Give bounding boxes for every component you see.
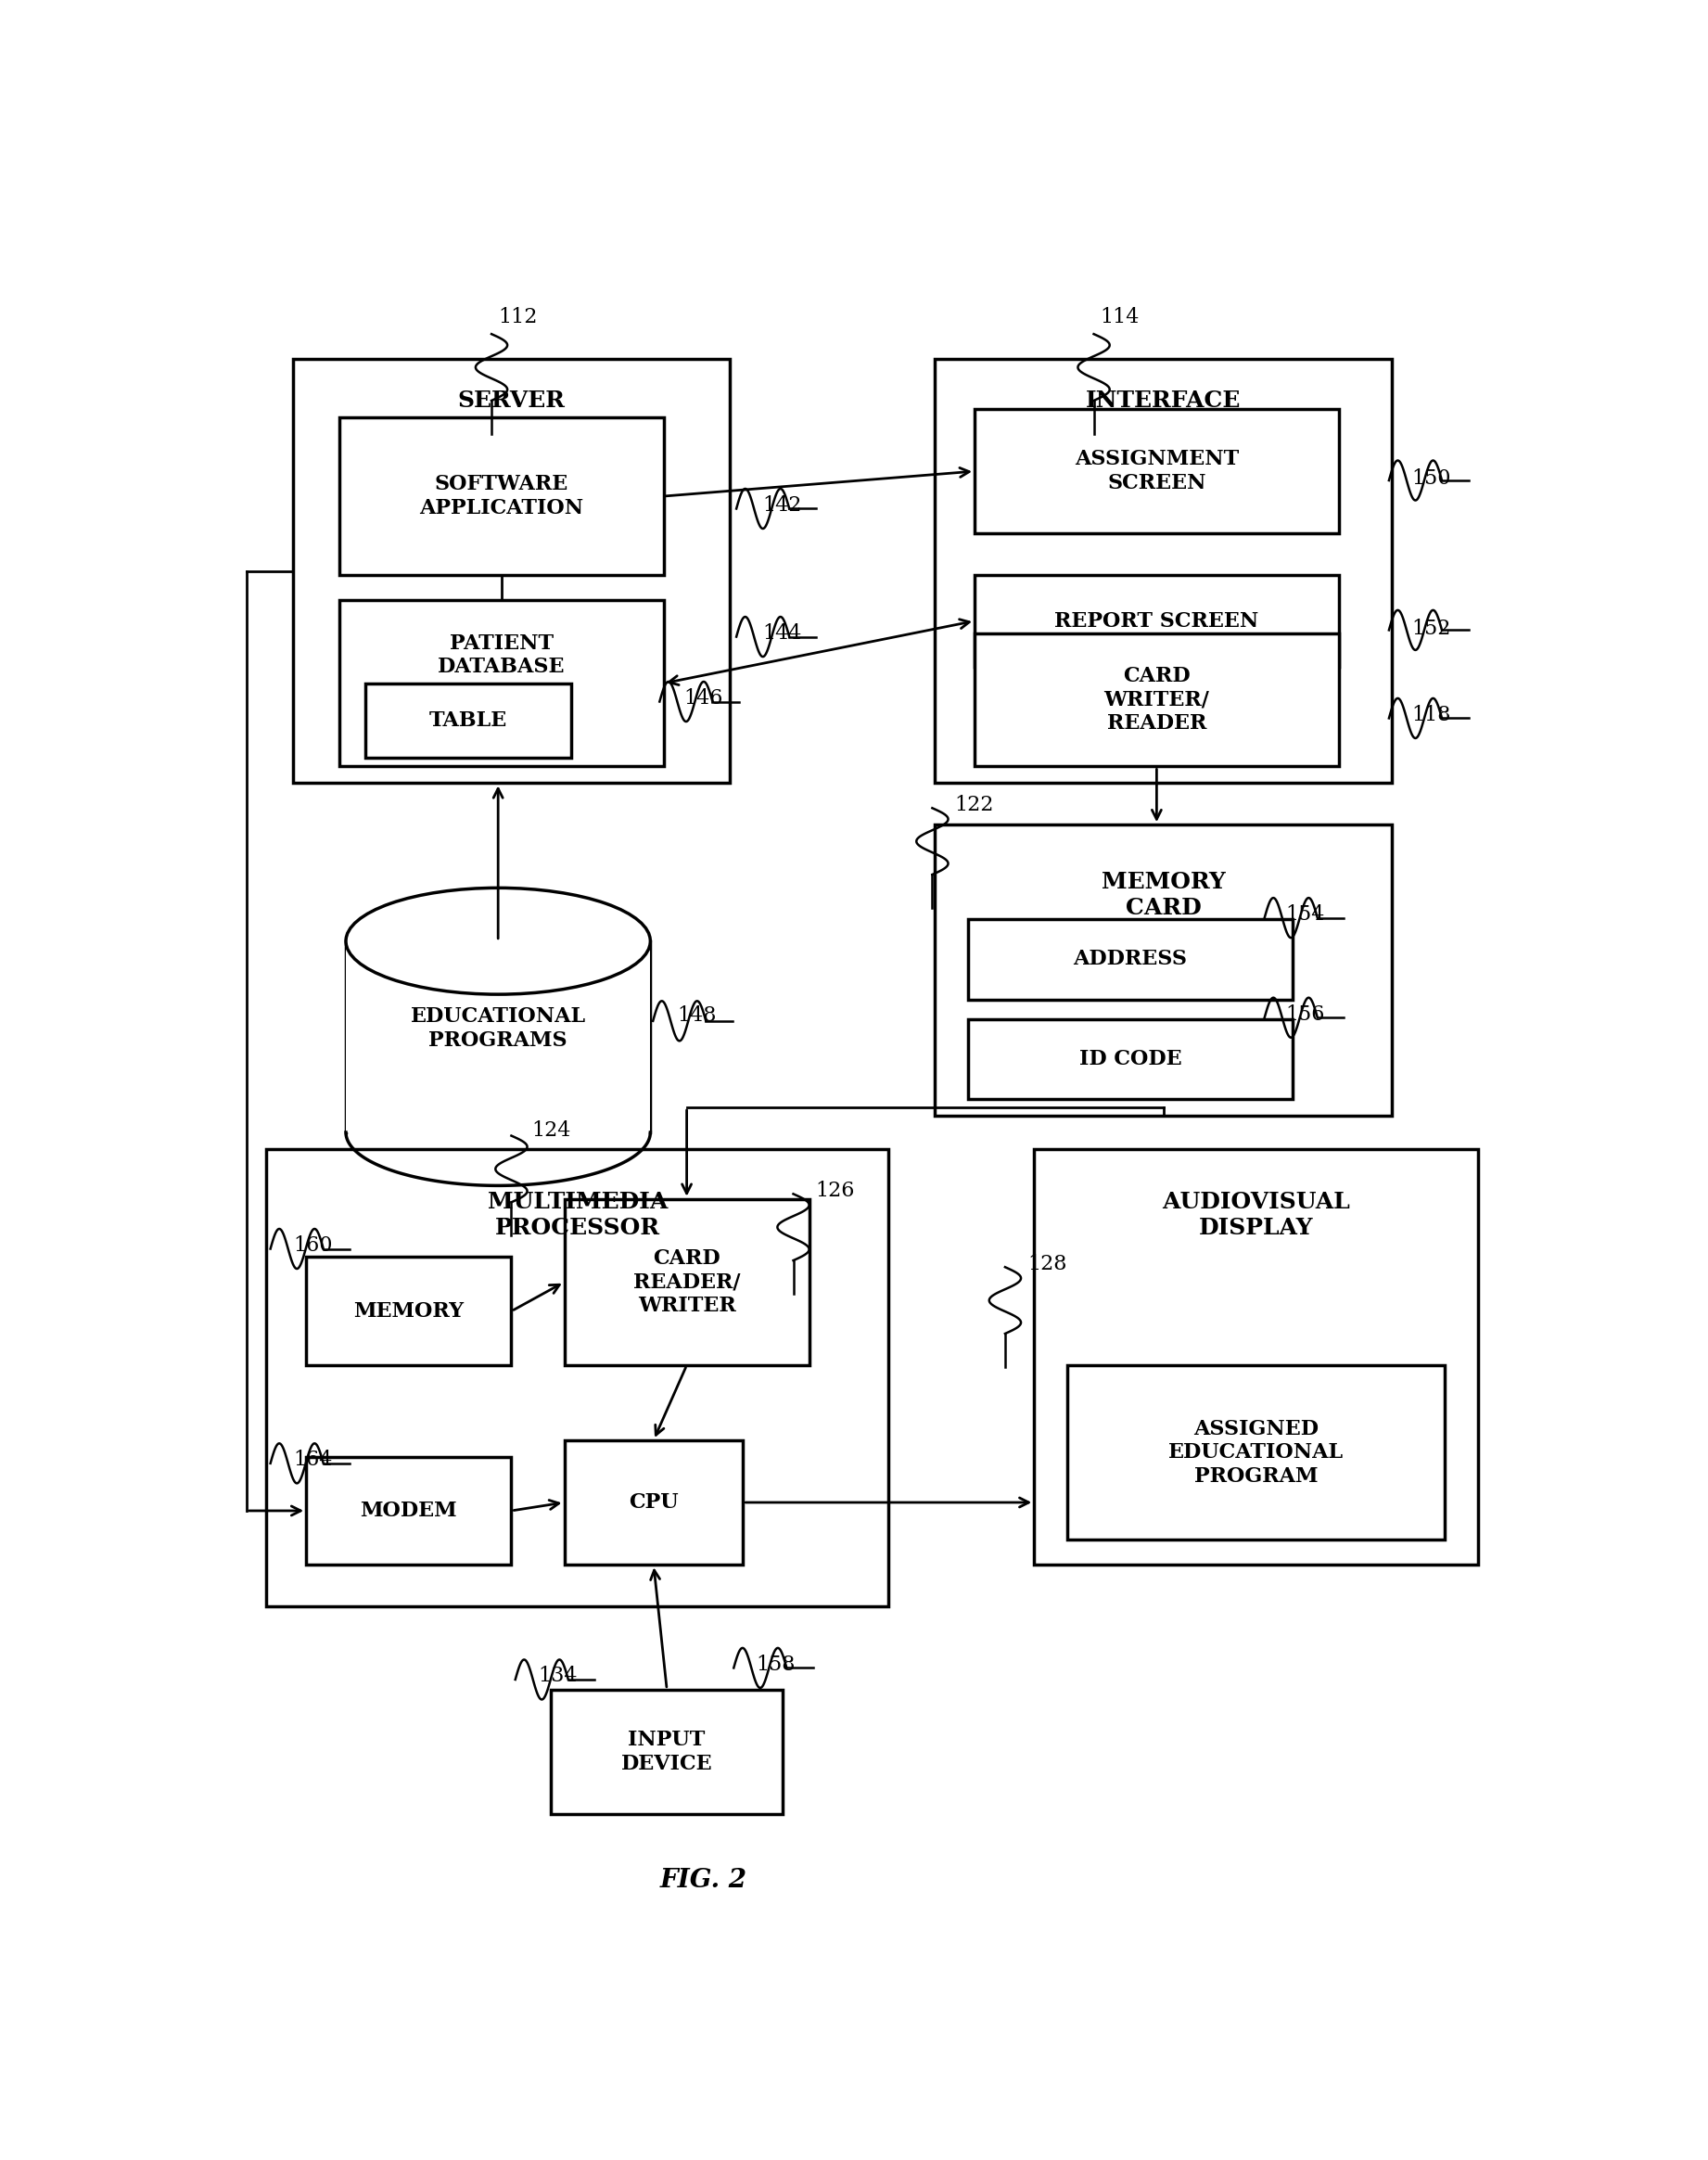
Text: 112: 112 bbox=[499, 307, 538, 328]
Bar bbox=[266, 1149, 888, 1607]
Polygon shape bbox=[345, 942, 651, 1132]
Text: 144: 144 bbox=[763, 624, 803, 644]
Bar bbox=[294, 359, 729, 784]
Text: MEMORY
CARD: MEMORY CARD bbox=[1102, 870, 1225, 920]
Text: 134: 134 bbox=[538, 1665, 577, 1687]
Text: 124: 124 bbox=[531, 1121, 570, 1140]
Bar bbox=[1033, 1149, 1477, 1564]
Bar bbox=[934, 359, 1392, 784]
Bar bbox=[968, 920, 1293, 1000]
Text: ID CODE: ID CODE bbox=[1079, 1050, 1182, 1069]
Text: 122: 122 bbox=[955, 795, 994, 814]
Text: 142: 142 bbox=[763, 495, 803, 516]
Text: REPORT SCREEN: REPORT SCREEN bbox=[1054, 611, 1259, 631]
Bar bbox=[366, 683, 570, 758]
Text: SOFTWARE
APPLICATION: SOFTWARE APPLICATION bbox=[418, 475, 584, 518]
Bar bbox=[564, 1441, 743, 1564]
Text: 150: 150 bbox=[1411, 469, 1450, 488]
Text: INPUT
DEVICE: INPUT DEVICE bbox=[622, 1730, 712, 1773]
Text: 164: 164 bbox=[294, 1449, 333, 1471]
Text: 156: 156 bbox=[1286, 1004, 1325, 1024]
Bar bbox=[340, 417, 663, 575]
Bar bbox=[552, 1689, 782, 1814]
Text: 118: 118 bbox=[1411, 704, 1450, 726]
Bar bbox=[564, 1199, 810, 1365]
Bar bbox=[975, 408, 1339, 534]
Text: CPU: CPU bbox=[629, 1493, 678, 1512]
Bar bbox=[1068, 1365, 1445, 1540]
Bar bbox=[340, 600, 663, 767]
Text: SERVER: SERVER bbox=[458, 389, 565, 413]
Text: CARD
READER/
WRITER: CARD READER/ WRITER bbox=[634, 1248, 740, 1315]
Text: 158: 158 bbox=[757, 1655, 796, 1674]
Text: AUDIOVISUAL
DISPLAY: AUDIOVISUAL DISPLAY bbox=[1161, 1190, 1349, 1238]
Text: 126: 126 bbox=[816, 1179, 856, 1201]
Text: 152: 152 bbox=[1411, 618, 1450, 639]
Text: EDUCATIONAL
PROGRAMS: EDUCATIONAL PROGRAMS bbox=[410, 1007, 586, 1050]
Text: ASSIGNED
EDUCATIONAL
PROGRAM: ASSIGNED EDUCATIONAL PROGRAM bbox=[1168, 1419, 1344, 1486]
Bar bbox=[306, 1257, 511, 1365]
Text: MEMORY: MEMORY bbox=[354, 1300, 465, 1322]
Text: MULTIMEDIA
PROCESSOR: MULTIMEDIA PROCESSOR bbox=[487, 1190, 668, 1238]
Text: ADDRESS: ADDRESS bbox=[1073, 948, 1187, 970]
Text: FIG. 2: FIG. 2 bbox=[659, 1868, 746, 1894]
Text: PATIENT
DATABASE: PATIENT DATABASE bbox=[437, 633, 565, 678]
Text: 154: 154 bbox=[1286, 905, 1325, 924]
Bar bbox=[975, 633, 1339, 767]
Bar bbox=[975, 575, 1339, 667]
Text: 128: 128 bbox=[1028, 1253, 1068, 1274]
Text: TABLE: TABLE bbox=[429, 711, 507, 730]
Text: 114: 114 bbox=[1100, 307, 1139, 328]
Text: 148: 148 bbox=[676, 1007, 716, 1026]
Bar bbox=[934, 825, 1392, 1117]
Text: MODEM: MODEM bbox=[360, 1501, 458, 1521]
Text: CARD
WRITER/
READER: CARD WRITER/ READER bbox=[1103, 665, 1209, 734]
Text: 146: 146 bbox=[683, 689, 722, 708]
Bar bbox=[306, 1456, 511, 1564]
Text: INTERFACE: INTERFACE bbox=[1086, 389, 1240, 413]
Bar bbox=[968, 1020, 1293, 1099]
Ellipse shape bbox=[345, 888, 651, 994]
Text: 160: 160 bbox=[294, 1236, 333, 1255]
Text: ASSIGNMENT
SCREEN: ASSIGNMENT SCREEN bbox=[1074, 449, 1238, 492]
